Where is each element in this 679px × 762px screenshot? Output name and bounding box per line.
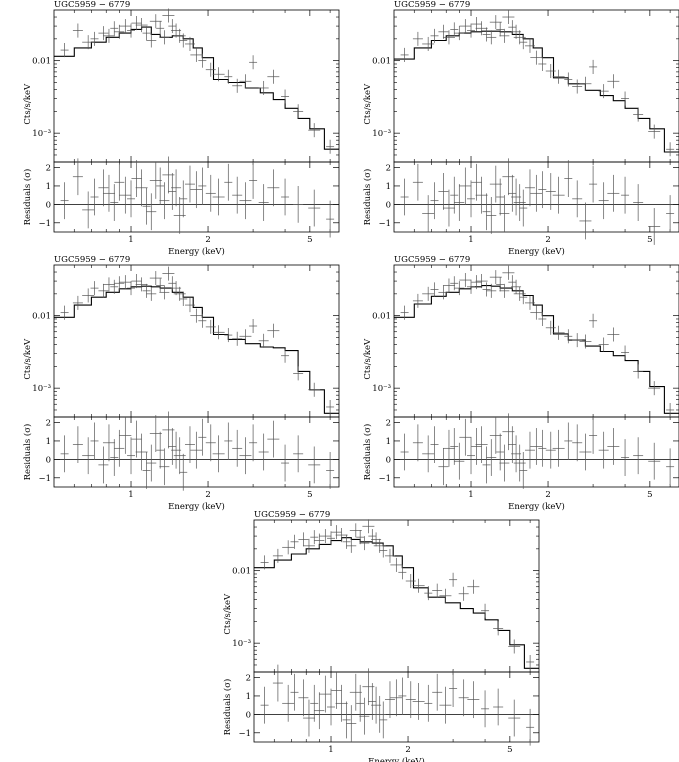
model-line [394, 30, 679, 153]
res-tick-label: −1 [38, 474, 51, 484]
spectrum-y-label: Cts/s/keV [23, 83, 33, 125]
residuals-frame [393, 416, 679, 488]
y-tick-label: 0.01 [232, 567, 251, 577]
spectrum-frame [53, 9, 340, 163]
y-tick-label: 0.01 [32, 312, 51, 322]
x-tick-label: 2 [205, 235, 210, 245]
res-tick-label: 0 [46, 200, 51, 210]
panel-title: UGC5959 − 6779 [254, 510, 330, 520]
y-tick-label: 10⁻³ [372, 129, 391, 139]
residuals-y-label: Residuals (σ) [362, 424, 373, 481]
panel-middle-left: UGC5959 − 6779 1 2 5 Energy (keV) 0.01 10⁻³ Cts… [22, 255, 340, 512]
x-tick-label: 5 [647, 490, 652, 500]
y-tick-label: 0.01 [372, 312, 391, 322]
x-tick-label: 1 [468, 490, 473, 500]
res-tick-label: 0 [46, 455, 51, 465]
x-tick-label: 2 [545, 235, 550, 245]
residuals-y-label: Residuals (σ) [22, 169, 33, 226]
res-tick-label: 0 [386, 455, 391, 465]
y-tick-label: 0.01 [372, 57, 391, 67]
residuals-y-label: Residuals (σ) [22, 424, 33, 481]
panel-title: UGC5959 − 6779 [54, 255, 130, 265]
res-tick-label: 2 [46, 419, 51, 429]
x-tick-label: 2 [205, 490, 210, 500]
x-tick-label: 1 [128, 235, 133, 245]
res-tick-label: 2 [46, 164, 51, 174]
panel-bottom-center: UGC5959 − 6779 1 2 5 Energy (keV) 0.01 10⁻³ Cts… [222, 510, 540, 762]
panel-title: UGC5959 − 6779 [54, 0, 130, 10]
res-tick-label: 2 [386, 419, 391, 429]
res-tick-label: 2 [386, 164, 391, 174]
panel-top-left: UGC5959 − 6779 1 2 5 Energy (keV) 0.01 10⁻³ Cts… [22, 0, 340, 257]
res-tick-label: −1 [378, 219, 391, 229]
res-tick-label: 1 [46, 437, 51, 447]
res-tick-label: −1 [38, 219, 51, 229]
x-tick-label: 5 [507, 745, 512, 755]
residuals-frame [53, 161, 340, 233]
x-tick-label: 5 [307, 235, 312, 245]
spectrum-frame [393, 9, 679, 163]
x-axis-label: Energy (keV) [168, 246, 225, 257]
x-tick-label: 2 [545, 490, 550, 500]
y-tick-label: 10⁻³ [232, 639, 251, 649]
y-tick-label: 10⁻³ [372, 384, 391, 394]
x-axis-label: Energy (keV) [168, 501, 225, 512]
x-axis-label: Energy (keV) [508, 501, 565, 512]
y-tick-label: 0.01 [32, 57, 51, 67]
x-tick-label: 1 [468, 235, 473, 245]
res-tick-label: −1 [238, 729, 251, 739]
y-tick-label: 10⁻³ [32, 129, 51, 139]
x-axis-label: Energy (keV) [368, 756, 425, 762]
res-tick-label: 1 [386, 182, 391, 192]
panel-top-right: UGC5959 − 6779 1 2 5 Energy (keV) 0.01 10⁻³ Cts… [362, 0, 679, 257]
spectrum-frame [393, 264, 679, 418]
res-tick-label: 1 [46, 182, 51, 192]
x-tick-label: 5 [647, 235, 652, 245]
spectrum-y-label: Cts/s/keV [23, 338, 33, 380]
res-tick-label: 0 [386, 200, 391, 210]
res-tick-label: 1 [246, 692, 251, 702]
x-tick-label: 2 [405, 745, 410, 755]
spectrum-y-label: Cts/s/keV [223, 593, 233, 635]
res-tick-label: 2 [246, 674, 251, 684]
panel-title: UGC5959 − 6779 [394, 255, 470, 265]
residuals-y-label: Residuals (σ) [222, 679, 233, 736]
x-tick-label: 1 [128, 490, 133, 500]
residuals-frame [253, 671, 540, 743]
spectrum-y-label: Cts/s/keV [363, 83, 373, 125]
spectrum-y-label: Cts/s/keV [363, 338, 373, 380]
residuals-frame [393, 161, 679, 233]
model-line [394, 285, 679, 414]
spectrum-frame [253, 519, 540, 673]
model-line [254, 537, 539, 669]
y-tick-label: 10⁻³ [32, 384, 51, 394]
res-tick-label: 1 [386, 437, 391, 447]
panel-title: UGC5959 − 6779 [394, 0, 470, 10]
model-line [54, 285, 339, 414]
res-tick-label: 0 [246, 710, 251, 720]
x-axis-label: Energy (keV) [508, 246, 565, 257]
x-tick-label: 1 [328, 745, 333, 755]
residuals-frame [53, 416, 340, 488]
residuals-y-label: Residuals (σ) [362, 169, 373, 226]
x-tick-label: 5 [307, 490, 312, 500]
res-tick-label: −1 [378, 474, 391, 484]
panel-middle-right: UGC5959 − 6779 1 2 5 Energy (keV) 0.01 10⁻³ Cts… [362, 255, 679, 512]
model-line [54, 26, 339, 150]
